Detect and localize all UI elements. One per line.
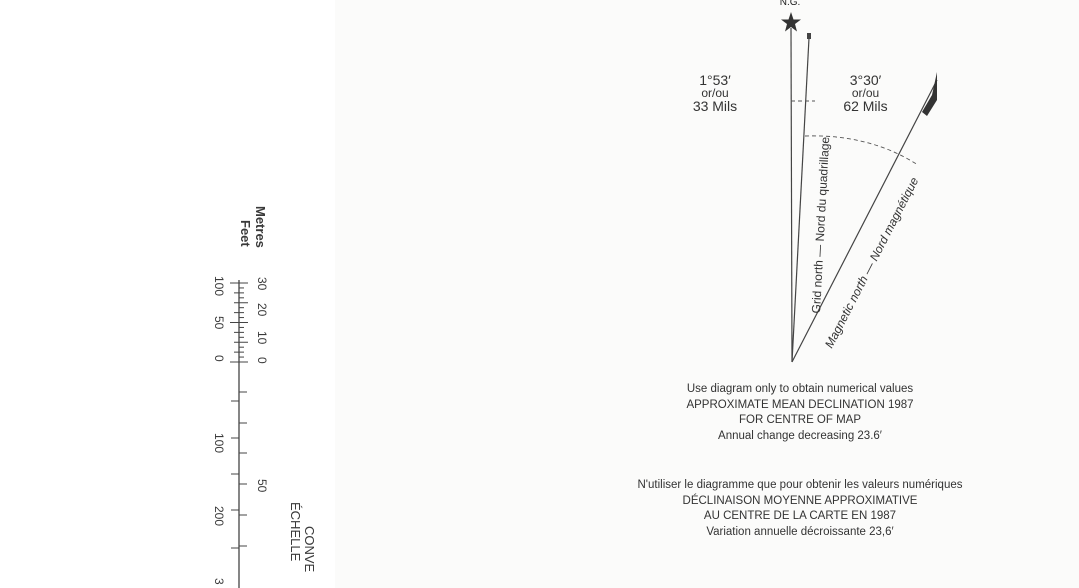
mag-angle-text: 3°30′ <box>849 72 882 88</box>
caption-fr-line1: N'utiliser le diagramme que pour obtenir… <box>637 479 963 491</box>
grid-declination-block: 1°53′ or/ou 33 Mils <box>680 72 750 114</box>
scale-bar-graphic <box>230 280 248 588</box>
declination-diagram <box>781 12 938 363</box>
grid-angle-or: or/ou <box>701 86 729 100</box>
magnetic-declination-block: 3°30′ or/ou 62 Mils <box>828 72 903 114</box>
caption-french: N'utiliser le diagramme que pour obtenir… <box>540 478 1060 540</box>
caption-en-line2: APPROXIMATE MEAN DECLINATION 1987 <box>686 398 914 411</box>
caption-english: Use diagram only to obtain numerical val… <box>540 382 1060 444</box>
grid-north-line <box>791 37 810 363</box>
caption-fr-line2: DÉCLINAISON MOYENNE APPROXIMATIVE <box>682 494 918 507</box>
metres-label: Metres <box>253 206 268 248</box>
caption-en-line1: Use diagram only to obtain numerical val… <box>686 383 914 395</box>
conversion-title-en: CONVE <box>302 526 317 573</box>
caption-en-line3: FOR CENTRE OF MAP <box>738 414 862 427</box>
scale-major-ticks <box>231 391 247 549</box>
caption-fr-line3: AU CENTRE DE LA CARTE EN 1987 <box>703 510 897 523</box>
grid-mils-text: 33 Mils <box>692 98 738 114</box>
grid-angle-text: 1°53′ <box>699 72 731 88</box>
magnetic-north-line <box>791 79 938 363</box>
star-icon <box>781 12 801 32</box>
map-margin-white <box>0 0 335 588</box>
caption-en-line4: Annual change decreasing 23.6′ <box>718 429 882 442</box>
square-icon <box>807 33 811 39</box>
caption-fr-line4: Variation annuelle décroissante 23,6′ <box>706 525 894 538</box>
arrow-half-icon <box>922 72 937 116</box>
ng-label: N.G. <box>779 0 801 8</box>
scale-fine-ticks <box>230 282 248 363</box>
magnetic-angle-arc <box>804 135 919 166</box>
mag-angle-or: or/ou <box>851 86 880 100</box>
conversion-title-fr: ÉCHELLE <box>288 502 303 562</box>
feet-label: Feet <box>238 220 253 247</box>
mag-mils-text: 62 Mils <box>843 98 888 114</box>
true-north-line <box>790 27 793 363</box>
